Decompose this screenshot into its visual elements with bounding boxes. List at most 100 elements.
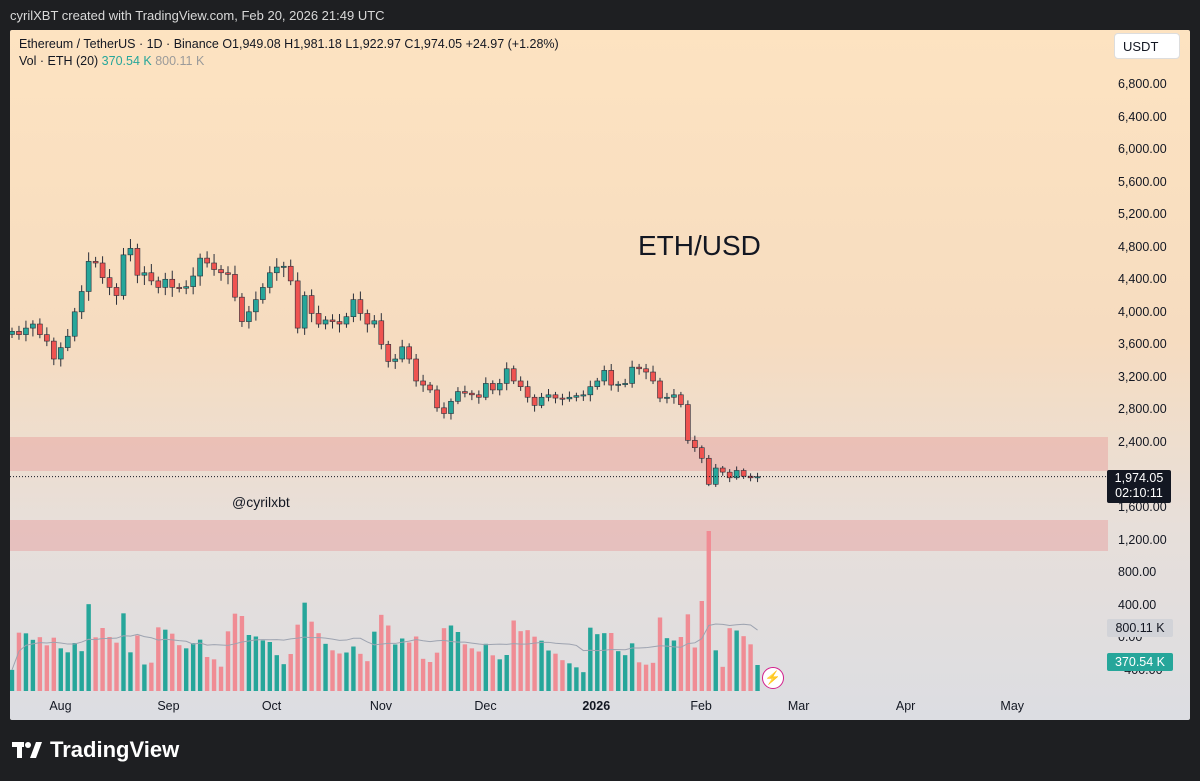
- volume-bar: [204, 657, 210, 691]
- x-tick-label: Dec: [474, 699, 497, 713]
- y-tick-label: 4,000.00: [1118, 304, 1167, 319]
- lightning-icon[interactable]: ⚡: [762, 667, 784, 689]
- volume-bar: [441, 628, 447, 691]
- candle-body: [448, 401, 454, 414]
- candle-body: [85, 261, 92, 292]
- volume-bar: [365, 661, 370, 691]
- volume-bar: [246, 635, 252, 691]
- y-tick-label: 2,800.00: [1118, 402, 1167, 417]
- volume-bar: [629, 643, 635, 691]
- candle-body: [434, 389, 440, 409]
- candle-body: [378, 320, 385, 345]
- volume-bar: [358, 653, 363, 691]
- candle-body: [441, 407, 447, 414]
- candle-body: [615, 383, 621, 386]
- candle-body: [64, 335, 71, 348]
- candle-body: [496, 383, 503, 391]
- candle-body: [469, 392, 475, 396]
- volume-bar: [51, 637, 57, 691]
- volume-bar: [643, 664, 649, 691]
- candle-body: [204, 257, 210, 264]
- x-tick-label: Nov: [369, 699, 393, 713]
- volume-bar: [37, 637, 43, 691]
- candle-body: [573, 395, 580, 398]
- candle-body: [719, 467, 726, 473]
- y-tick-label: 4,400.00: [1118, 272, 1167, 287]
- volume-legend: Vol · ETH (20) 370.54 K 800.11 K: [19, 54, 559, 68]
- candle-body: [315, 313, 322, 325]
- candle-body: [51, 340, 57, 360]
- volume-bar: [546, 650, 551, 691]
- last-price-tag: 1,974.05 02:10:11: [1107, 470, 1171, 503]
- candle-body: [253, 299, 259, 313]
- volume-bar: [518, 631, 523, 691]
- candle-body: [594, 380, 601, 387]
- candle-body: [399, 346, 405, 360]
- candle-body: [301, 295, 308, 329]
- volume-bar: [413, 636, 419, 691]
- volume-bar: [483, 643, 489, 691]
- candle-body: [267, 272, 273, 288]
- volume-bar: [699, 601, 705, 691]
- volume-bar: [65, 652, 70, 691]
- candle-body: [169, 278, 176, 288]
- candle-body: [336, 321, 343, 325]
- chart-frame[interactable]: Ethereum / TetherUS · 1D · Binance O1,94…: [10, 30, 1190, 720]
- candle-body: [357, 299, 364, 314]
- currency-button[interactable]: USDT: [1114, 33, 1180, 59]
- y-tick-label: 4,800.00: [1118, 239, 1167, 254]
- candle-body: [211, 262, 217, 270]
- volume-bar: [149, 662, 154, 691]
- resistance-zone: [10, 437, 1108, 471]
- candle-body: [246, 311, 252, 322]
- y-tick-label: 1,200.00: [1118, 532, 1167, 547]
- volume-bar: [142, 664, 147, 691]
- y-tick-label: 400.00: [1118, 597, 1157, 612]
- y-tick-label: 5,200.00: [1118, 207, 1167, 222]
- candle-body: [30, 323, 36, 329]
- candle-body: [462, 391, 468, 394]
- volume-bar: [23, 633, 29, 691]
- volume-bar: [455, 632, 461, 691]
- volume-bar: [678, 637, 684, 691]
- volume-bar: [393, 644, 398, 691]
- volume-bar: [727, 628, 732, 691]
- candle-body: [587, 386, 594, 396]
- volume-bar: [190, 643, 196, 691]
- y-tick-label: 800.00: [1118, 565, 1157, 580]
- volume-bar: [79, 651, 84, 691]
- volume-bar: [316, 633, 321, 691]
- volume-bar: [288, 654, 293, 691]
- x-tick-label: Feb: [690, 699, 712, 713]
- candle-body: [280, 265, 287, 268]
- candle-body: [134, 248, 141, 276]
- volume-average-tag: 800.11 K: [1107, 619, 1173, 637]
- volume-bar: [10, 669, 15, 691]
- candle-body: [273, 266, 280, 274]
- candle-body: [99, 262, 106, 278]
- price-chart[interactable]: [10, 30, 1190, 720]
- volume-bar: [685, 614, 691, 691]
- candle-body: [705, 457, 712, 485]
- volume-bar: [706, 531, 711, 691]
- candle-body: [622, 383, 628, 385]
- volume-bar: [504, 655, 509, 691]
- candle-body: [476, 394, 482, 398]
- candle-body: [71, 311, 78, 337]
- candle-body: [726, 471, 733, 479]
- volume-bar: [622, 655, 628, 691]
- symbol-ohlc[interactable]: Ethereum / TetherUS · 1D · Binance O1,94…: [19, 37, 559, 51]
- candle-body: [385, 344, 392, 362]
- volume-bar: [427, 662, 433, 691]
- candle-body: [148, 272, 155, 282]
- chart-title: ETH/USD: [638, 230, 761, 261]
- volume-bar: [351, 646, 356, 691]
- candle-body: [636, 366, 642, 370]
- volume-bar: [197, 639, 203, 691]
- volume-bar: [406, 642, 412, 691]
- candle-body: [531, 396, 538, 406]
- volume-bar: [218, 666, 224, 691]
- volume-bar: [434, 652, 440, 691]
- candle-body: [155, 280, 162, 288]
- volume-bar: [399, 638, 405, 691]
